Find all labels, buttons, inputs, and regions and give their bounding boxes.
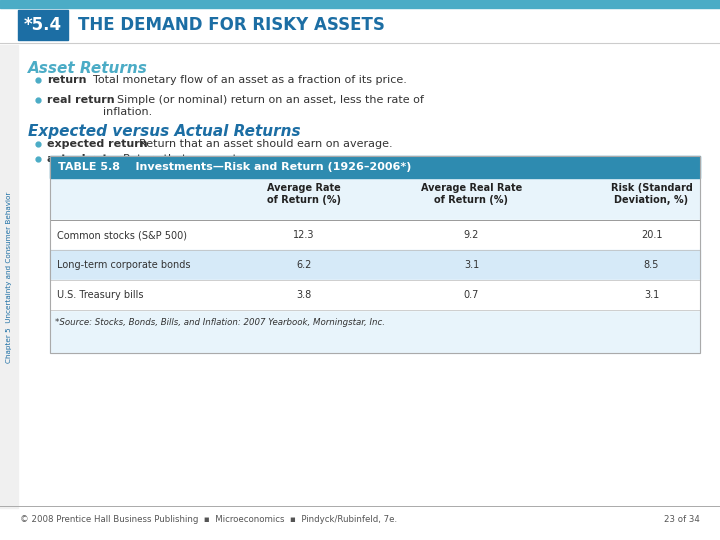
Text: *5.4: *5.4 — [24, 16, 62, 34]
Text: inflation.: inflation. — [103, 107, 152, 117]
Text: Simple (or nominal) return on an asset, less the rate of: Simple (or nominal) return on an asset, … — [103, 95, 424, 105]
Bar — [0, 45, 18, 508]
Text: actual return: actual return — [47, 154, 129, 164]
Text: Expected versus Actual Returns: Expected versus Actual Returns — [28, 124, 301, 139]
Text: *Source: Stocks, Bonds, Bills, and Inflation: 2007 Yearbook, Morningstar, Inc.: *Source: Stocks, Bonds, Bills, and Infla… — [55, 318, 385, 327]
Text: 20.1: 20.1 — [641, 230, 662, 240]
Bar — [0, 0, 720, 8]
Text: expected return: expected return — [47, 139, 148, 149]
Bar — [50, 178, 700, 353]
Text: Long-term corporate bonds: Long-term corporate bonds — [57, 260, 191, 270]
Text: 3.1: 3.1 — [644, 290, 659, 300]
Bar — [50, 280, 700, 310]
Text: real return: real return — [47, 95, 114, 105]
Text: Chapter 5  Uncertainty and Consumer Behavior: Chapter 5 Uncertainty and Consumer Behav… — [6, 191, 12, 363]
Text: Average Rate
of Return (%): Average Rate of Return (%) — [267, 183, 341, 205]
Text: 23 of 34: 23 of 34 — [664, 516, 700, 524]
Text: 0.7: 0.7 — [464, 290, 480, 300]
Text: 9.2: 9.2 — [464, 230, 480, 240]
Bar — [18, 10, 68, 40]
Text: Asset Returns: Asset Returns — [28, 61, 148, 76]
Text: Common stocks (S&P 500): Common stocks (S&P 500) — [57, 230, 187, 240]
Text: TABLE 5.8    Investments—Risk and Return (1926–2006*): TABLE 5.8 Investments—Risk and Return (1… — [58, 162, 411, 172]
Bar — [50, 250, 700, 280]
Text: © 2008 Prentice Hall Business Publishing  ▪  Microeconomics  ▪  Pindyck/Rubinfel: © 2008 Prentice Hall Business Publishing… — [20, 516, 397, 524]
Text: Return that an asset earns.: Return that an asset earns. — [109, 154, 275, 164]
Bar — [50, 220, 700, 250]
Text: 3.1: 3.1 — [464, 260, 479, 270]
Text: return: return — [47, 75, 86, 85]
Text: THE DEMAND FOR RISKY ASSETS: THE DEMAND FOR RISKY ASSETS — [78, 16, 385, 34]
Text: U.S. Treasury bills: U.S. Treasury bills — [57, 290, 143, 300]
Text: 8.5: 8.5 — [644, 260, 660, 270]
Text: Risk (Standard
Deviation, %): Risk (Standard Deviation, %) — [611, 183, 693, 205]
Bar — [50, 156, 700, 178]
Text: 3.8: 3.8 — [297, 290, 312, 300]
Text: 12.3: 12.3 — [293, 230, 315, 240]
Text: Return that an asset should earn on average.: Return that an asset should earn on aver… — [125, 139, 392, 149]
Text: Total monetary flow of an asset as a fraction of its price.: Total monetary flow of an asset as a fra… — [79, 75, 407, 85]
Bar — [50, 156, 700, 353]
Text: 6.2: 6.2 — [297, 260, 312, 270]
Text: Average Real Rate
of Return (%): Average Real Rate of Return (%) — [421, 183, 522, 205]
